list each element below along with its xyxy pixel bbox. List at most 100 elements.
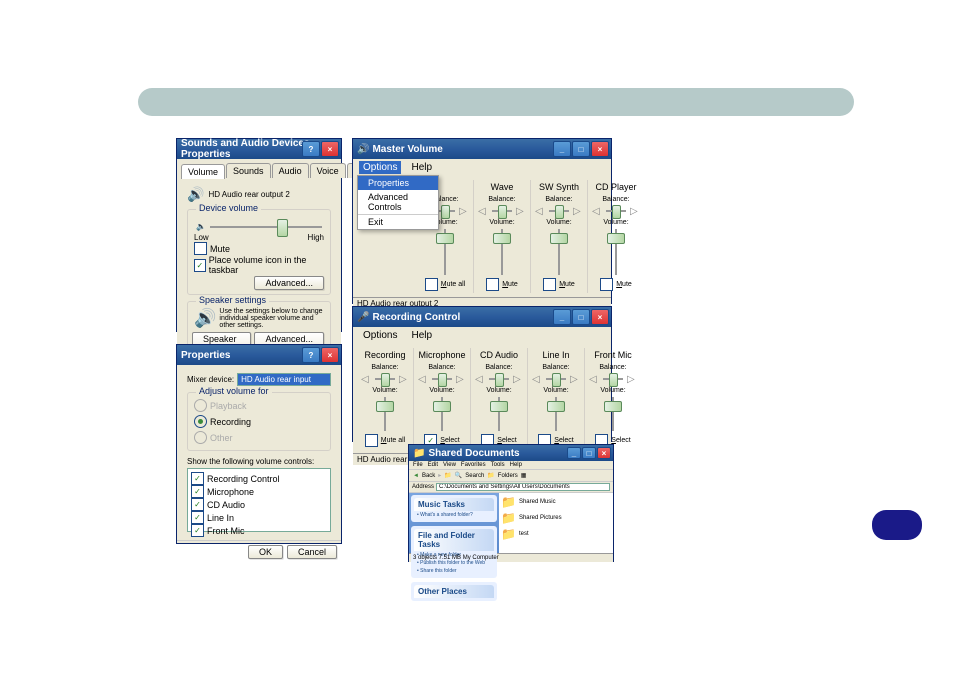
channel-name: CD Player bbox=[595, 182, 636, 193]
folder-item[interactable]: 📁Shared Pictures bbox=[501, 511, 611, 525]
control-item[interactable]: ✓Recording Control bbox=[191, 472, 327, 485]
volume-slider[interactable] bbox=[210, 226, 322, 228]
minimize-button[interactable]: _ bbox=[553, 141, 571, 157]
options-menu[interactable]: Options bbox=[359, 329, 401, 342]
back-icon[interactable]: ◄ bbox=[413, 473, 419, 479]
titlebar[interactable]: 🔊 Master Volume _ □ × bbox=[353, 139, 611, 159]
options-menu[interactable]: Options bbox=[359, 161, 401, 174]
folders-button[interactable]: Folders bbox=[498, 473, 518, 479]
titlebar[interactable]: Properties ? × bbox=[177, 345, 341, 365]
properties-item[interactable]: Properties bbox=[358, 176, 438, 190]
tab-sounds[interactable]: Sounds bbox=[226, 163, 271, 178]
mixer-select[interactable]: HD Audio rear input bbox=[237, 373, 331, 386]
recording-radio[interactable] bbox=[194, 415, 207, 428]
menu-edit[interactable]: Edit bbox=[428, 462, 438, 468]
advanced-button[interactable]: Advanced... bbox=[254, 276, 324, 290]
tab-volume[interactable]: Volume bbox=[181, 164, 225, 179]
help-menu[interactable]: Help bbox=[407, 161, 436, 174]
folder-item[interactable]: 📁Shared Music bbox=[501, 495, 611, 509]
balance-slider[interactable]: ◁▷ bbox=[418, 374, 466, 384]
exit-item[interactable]: Exit bbox=[358, 214, 438, 229]
tab-voice[interactable]: Voice bbox=[310, 163, 346, 178]
status-bar: 3 objects 7.51 MB My Computer bbox=[409, 553, 613, 562]
volume-slider[interactable] bbox=[548, 397, 564, 431]
balance-slider[interactable]: ◁▷ bbox=[361, 374, 409, 384]
window-title: Master Volume bbox=[372, 144, 442, 155]
titlebar[interactable]: 🎤 Recording Control _ □ × bbox=[353, 307, 611, 327]
balance-slider[interactable]: ◁▷ bbox=[535, 206, 583, 216]
control-item[interactable]: ✓Microphone bbox=[191, 485, 327, 498]
minimize-button[interactable]: _ bbox=[553, 309, 571, 325]
task-header[interactable]: Music Tasks bbox=[414, 498, 494, 511]
balance-slider[interactable]: ◁▷ bbox=[478, 206, 526, 216]
control-checkbox[interactable]: ✓ bbox=[191, 524, 204, 537]
maximize-button[interactable]: □ bbox=[572, 309, 590, 325]
task-header[interactable]: File and Folder Tasks bbox=[414, 529, 494, 551]
other-radio bbox=[194, 431, 207, 444]
close-button[interactable]: × bbox=[597, 447, 611, 459]
taskbar-checkbox[interactable]: ✓ bbox=[194, 259, 206, 272]
maximize-button[interactable]: □ bbox=[572, 141, 590, 157]
close-button[interactable]: × bbox=[321, 347, 339, 363]
task-header[interactable]: Other Places bbox=[414, 585, 494, 598]
control-checkbox[interactable]: ✓ bbox=[191, 498, 204, 511]
ok-button[interactable]: OK bbox=[248, 545, 283, 559]
task-item[interactable]: • Share this folder bbox=[414, 567, 494, 575]
adjust-heading: Adjust volume for bbox=[196, 386, 272, 396]
mute-checkbox[interactable] bbox=[543, 278, 556, 291]
tab-audio[interactable]: Audio bbox=[272, 163, 309, 178]
control-item[interactable]: ✓CD Audio bbox=[191, 498, 327, 511]
balance-slider[interactable]: ◁▷ bbox=[475, 374, 523, 384]
minimize-button[interactable]: _ bbox=[567, 447, 581, 459]
mute-checkbox[interactable] bbox=[425, 278, 438, 291]
menu-tools[interactable]: Tools bbox=[491, 462, 505, 468]
address-input[interactable]: C:\Documents and Settings\All Users\Docu… bbox=[436, 483, 610, 491]
close-button[interactable]: × bbox=[591, 141, 609, 157]
views-icon[interactable]: ▦ bbox=[521, 472, 527, 479]
help-menu[interactable]: Help bbox=[407, 329, 436, 342]
search-icon[interactable]: 🔍 bbox=[455, 472, 462, 479]
advanced-controls-item[interactable]: Advanced Controls bbox=[358, 190, 438, 214]
search-button[interactable]: Search bbox=[465, 473, 484, 479]
volume-slider[interactable] bbox=[551, 229, 567, 275]
folders-icon[interactable]: 📁 bbox=[487, 472, 494, 479]
balance-label: Balance: bbox=[545, 196, 572, 203]
volume-slider[interactable] bbox=[437, 229, 453, 275]
volume-slider[interactable] bbox=[494, 229, 510, 275]
folder-label: Shared Pictures bbox=[519, 515, 562, 521]
maximize-button[interactable]: □ bbox=[582, 447, 596, 459]
close-button[interactable]: × bbox=[591, 309, 609, 325]
mute-checkbox[interactable] bbox=[486, 278, 499, 291]
balance-label: Balance: bbox=[602, 196, 629, 203]
titlebar[interactable]: Sounds and Audio Devices Properties ? × bbox=[177, 139, 341, 159]
balance-slider[interactable]: ◁▷ bbox=[592, 206, 640, 216]
balance-slider[interactable]: ◁▷ bbox=[532, 374, 580, 384]
volume-slider[interactable] bbox=[377, 397, 393, 431]
menu-favorites[interactable]: Favorites bbox=[461, 462, 486, 468]
control-item[interactable]: ✓Line In bbox=[191, 511, 327, 524]
back-button[interactable]: Back bbox=[422, 473, 435, 479]
mute-checkbox[interactable] bbox=[600, 278, 613, 291]
cancel-button[interactable]: Cancel bbox=[287, 545, 337, 559]
menu-file[interactable]: File bbox=[413, 462, 423, 468]
control-checkbox[interactable]: ✓ bbox=[191, 511, 204, 524]
help-button[interactable]: ? bbox=[302, 347, 320, 363]
task-item[interactable]: • What's a shared folder? bbox=[414, 511, 494, 519]
volume-slider[interactable] bbox=[491, 397, 507, 431]
close-button[interactable]: × bbox=[321, 141, 339, 157]
menu-view[interactable]: View bbox=[443, 462, 456, 468]
folder-item[interactable]: 📁test bbox=[501, 527, 611, 541]
menu-help[interactable]: Help bbox=[510, 462, 522, 468]
control-checkbox[interactable]: ✓ bbox=[191, 485, 204, 498]
help-button[interactable]: ? bbox=[302, 141, 320, 157]
volume-slider[interactable] bbox=[605, 397, 621, 431]
control-checkbox[interactable]: ✓ bbox=[191, 472, 204, 485]
control-item[interactable]: ✓Front Mic bbox=[191, 524, 327, 537]
mute-checkbox[interactable] bbox=[194, 242, 207, 255]
volume-slider[interactable] bbox=[434, 397, 450, 431]
titlebar[interactable]: 📁 Shared Documents _ □ × bbox=[409, 445, 613, 461]
mute-checkbox[interactable] bbox=[365, 434, 378, 447]
balance-slider[interactable]: ◁▷ bbox=[589, 374, 637, 384]
up-icon[interactable]: 📁 bbox=[444, 472, 451, 479]
volume-slider[interactable] bbox=[608, 229, 624, 275]
